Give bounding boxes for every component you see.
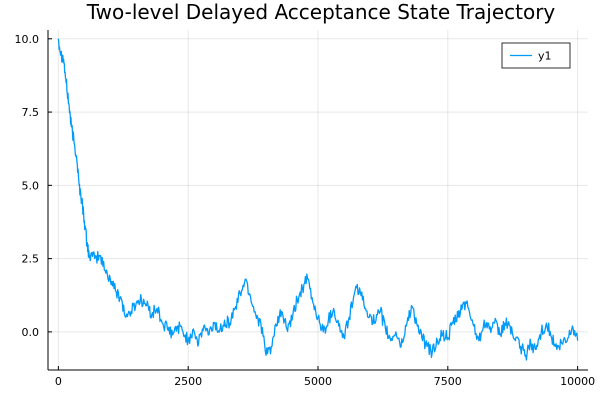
y-tick-label: 5.0	[22, 179, 40, 192]
series-line-y1	[57, 38, 579, 361]
axes	[47, 30, 588, 371]
x-tick-label: 0	[55, 375, 62, 388]
x-tick-label: 10000	[560, 375, 595, 388]
y-tick-label: 10.0	[15, 33, 40, 46]
legend: y1	[501, 42, 571, 69]
y-tick-label: 7.5	[22, 106, 40, 119]
x-tick-label: 7500	[434, 375, 462, 388]
y-tick-label: 2.5	[22, 253, 40, 266]
x-tick-label: 5000	[304, 375, 332, 388]
y-tick-label: 0.0	[22, 326, 40, 339]
series-layer	[57, 38, 579, 361]
x-tick-label: 2500	[174, 375, 202, 388]
legend-label: y1	[538, 50, 552, 63]
chart-title: Two-level Delayed Acceptance State Traje…	[86, 0, 556, 24]
tick-labels: 0 2500 5000 7500 10000 0.0 2.5 5.0 7.5 10.0	[15, 33, 596, 388]
grid	[48, 30, 588, 370]
